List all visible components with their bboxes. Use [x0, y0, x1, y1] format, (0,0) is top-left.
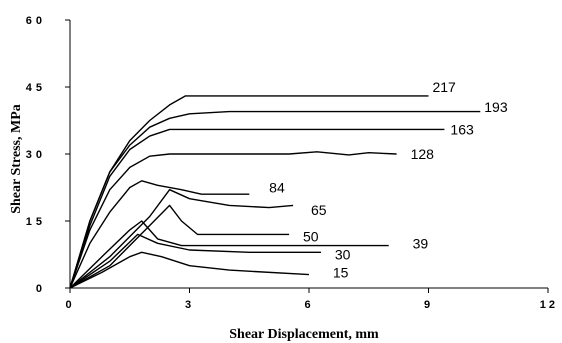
series-line-217 — [69, 95, 429, 289]
series-line-163 — [69, 128, 445, 289]
y-tick-label: 45 — [26, 82, 46, 94]
y-ticks: 0 15 30 45 60 — [26, 15, 70, 295]
x-tick-label: 0 — [65, 299, 74, 311]
x-axis-title: Shear Displacement, mm — [229, 327, 379, 342]
x-tick-label: 9 — [424, 299, 433, 311]
series-label-128: 128 — [411, 146, 435, 162]
y-tick-label: 15 — [26, 216, 46, 228]
series-label-217: 217 — [432, 79, 456, 95]
series-line-65 — [69, 188, 294, 289]
x-tick-label: 6 — [304, 299, 313, 311]
y-axis-title: Shear Stress, MPa — [9, 104, 24, 214]
series-line-15 — [69, 251, 310, 289]
y-tick-label: 30 — [26, 149, 46, 161]
series-label-50: 50 — [303, 229, 319, 245]
series-label-15: 15 — [333, 264, 349, 280]
x-tick-label: 12 — [540, 299, 558, 311]
y-tick-label: 0 — [36, 283, 46, 295]
x-tick-label: 3 — [185, 299, 194, 311]
series-line-30 — [69, 233, 321, 289]
series-label-193: 193 — [484, 99, 508, 115]
series-label-65: 65 — [311, 202, 327, 218]
x-ticks: 0 3 6 9 12 — [65, 288, 558, 311]
y-tick-label: 60 — [26, 15, 46, 27]
series-line-84 — [69, 180, 250, 289]
series-label-163: 163 — [450, 121, 474, 137]
series-line-128 — [69, 151, 397, 289]
series-line-39 — [69, 220, 389, 289]
series-label-39: 39 — [413, 235, 429, 251]
series-label-84: 84 — [269, 180, 285, 196]
series-label-30: 30 — [335, 247, 351, 263]
series-line-193 — [69, 110, 481, 289]
series-line-50 — [69, 204, 290, 289]
series-curves — [69, 95, 481, 289]
